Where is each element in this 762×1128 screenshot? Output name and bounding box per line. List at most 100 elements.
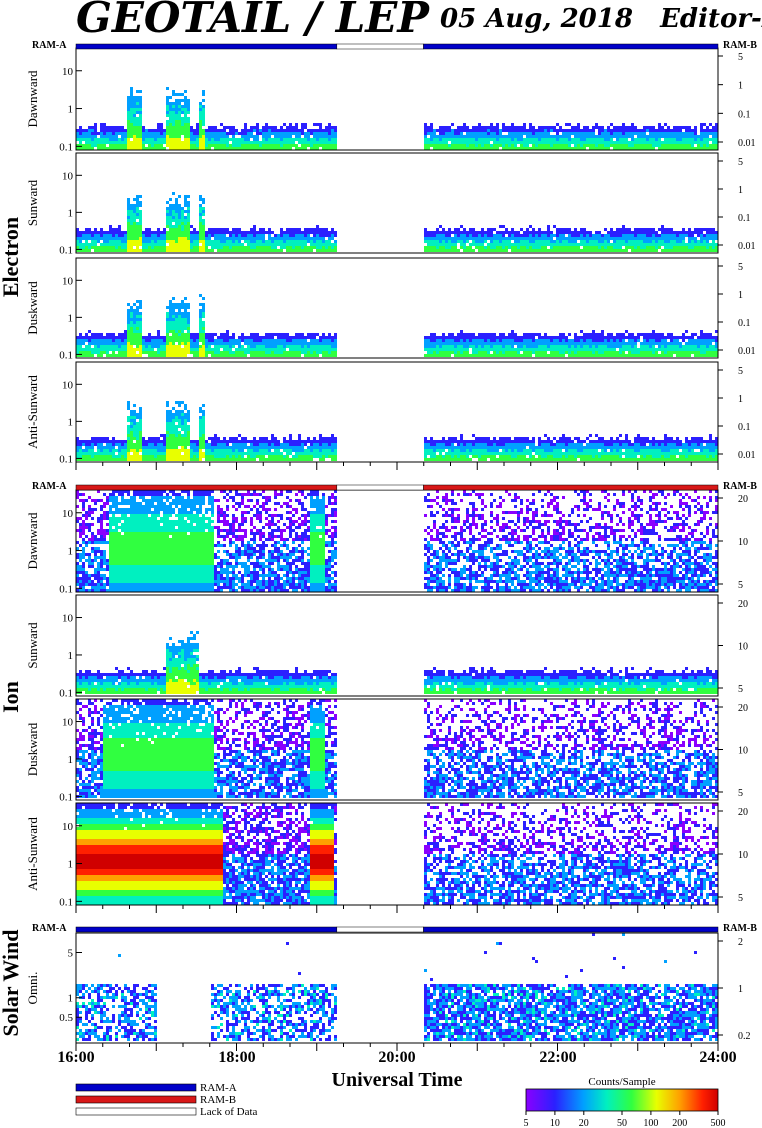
- heatmap-cell: [595, 345, 598, 348]
- heatmap-cell: [286, 351, 289, 354]
- heatmap-cell: [604, 141, 607, 144]
- heatmap-cell: [139, 105, 142, 108]
- heatmap-cell: [88, 446, 91, 449]
- heatmap-cell: [115, 135, 118, 138]
- heatmap-cell: [667, 345, 670, 348]
- heatmap-cell: [700, 234, 703, 237]
- heatmap-cell: [178, 318, 181, 321]
- heatmap-cell: [568, 228, 571, 231]
- heatmap-cell: [505, 354, 508, 357]
- heatmap-cell: [295, 348, 298, 351]
- heatmap-cell: [604, 144, 607, 147]
- heatmap-cell: [259, 129, 262, 132]
- heatmap-cell: [703, 348, 706, 351]
- heatmap-cell: [265, 339, 268, 342]
- heatmap-cell: [469, 132, 472, 135]
- heatmap-cell: [325, 228, 328, 231]
- heatmap-cell: [172, 210, 175, 213]
- heatmap-cell: [643, 354, 646, 357]
- heatmap-cell: [127, 315, 130, 318]
- heatmap-cell: [127, 135, 130, 138]
- heatmap-cell: [442, 135, 445, 138]
- heatmap-cell: [487, 129, 490, 132]
- heatmap-cell: [304, 243, 307, 246]
- heatmap-cell: [109, 455, 112, 458]
- heatmap-cell: [187, 120, 190, 123]
- heatmap-cell: [226, 345, 229, 348]
- heatmap-cell: [304, 144, 307, 147]
- heatmap-cell: [517, 240, 520, 243]
- heatmap-cell: [556, 234, 559, 237]
- heatmap-cell: [100, 446, 103, 449]
- heatmap-cell: [553, 243, 556, 246]
- heatmap-cell: [196, 141, 199, 144]
- heatmap-cell: [184, 327, 187, 330]
- heatmap-cell: [178, 120, 181, 123]
- heatmap-cell: [118, 240, 121, 243]
- heatmap-cell: [124, 138, 127, 141]
- heatmap-cell: [712, 345, 715, 348]
- right-tick-label: 5: [738, 262, 743, 273]
- heatmap-cell: [436, 348, 439, 351]
- heatmap-cell: [151, 339, 154, 342]
- heatmap-cell: [259, 342, 262, 345]
- heatmap-cell: [172, 428, 175, 431]
- heatmap-cell: [121, 336, 124, 339]
- heatmap-cell: [307, 246, 310, 249]
- heatmap-cell: [454, 339, 457, 342]
- heatmap-cell: [127, 440, 130, 443]
- heatmap-cell: [175, 303, 178, 306]
- heatmap-cell: [325, 132, 328, 135]
- heatmap-cell: [652, 333, 655, 336]
- heatmap-cell: [79, 339, 82, 342]
- heatmap-cell: [589, 333, 592, 336]
- heatmap-cell: [127, 213, 130, 216]
- heatmap-cell: [184, 201, 187, 204]
- heatmap-cell: [442, 129, 445, 132]
- heatmap-cell: [631, 342, 634, 345]
- heatmap-cell: [439, 234, 442, 237]
- heatmap-cell: [97, 231, 100, 234]
- heatmap-cell: [592, 243, 595, 246]
- heatmap-cell: [682, 141, 685, 144]
- heatmap-cell: [88, 354, 91, 357]
- heatmap-cell: [172, 135, 175, 138]
- heatmap-cell: [199, 105, 202, 108]
- heatmap-cell: [292, 339, 295, 342]
- heatmap-cell: [232, 249, 235, 252]
- heatmap-cell: [187, 318, 190, 321]
- heatmap-cell: [196, 240, 199, 243]
- heatmap-cell: [292, 234, 295, 237]
- heatmap-cell: [130, 434, 133, 437]
- heatmap-cell: [196, 345, 199, 348]
- heatmap-cell: [712, 138, 715, 141]
- heatmap-cell: [109, 141, 112, 144]
- heatmap-cell: [439, 336, 442, 339]
- heatmap-cell: [298, 138, 301, 141]
- heatmap-cell: [127, 404, 130, 407]
- heatmap-cell: [151, 246, 154, 249]
- heatmap-cell: [532, 246, 535, 249]
- heatmap-cell: [598, 240, 601, 243]
- heatmap-cell: [136, 327, 139, 330]
- heatmap-cell: [334, 132, 337, 135]
- heatmap-cell: [103, 437, 106, 440]
- heatmap-cell: [169, 132, 172, 135]
- heatmap-cell: [139, 126, 142, 129]
- heatmap-cell: [199, 336, 202, 339]
- heatmap-cell: [208, 345, 211, 348]
- heatmap-cell: [295, 135, 298, 138]
- heatmap-cell: [157, 339, 160, 342]
- heatmap-cell: [241, 234, 244, 237]
- heatmap-cell: [424, 336, 427, 339]
- heatmap-cell: [325, 144, 328, 147]
- heatmap-cell: [511, 339, 514, 342]
- heatmap-cell: [130, 219, 133, 222]
- heatmap-cell: [136, 135, 139, 138]
- heatmap-cell: [133, 135, 136, 138]
- heatmap-cell: [511, 336, 514, 339]
- heatmap-cell: [175, 231, 178, 234]
- heatmap-cell: [655, 249, 658, 252]
- heatmap-cell: [184, 228, 187, 231]
- heatmap-cell: [679, 345, 682, 348]
